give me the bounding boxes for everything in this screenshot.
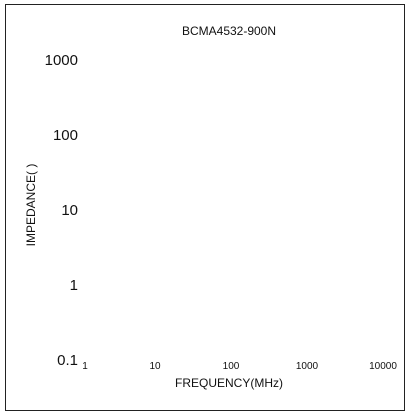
y-tick-label: 1000 bbox=[45, 52, 78, 69]
y-tick-label: 0.1 bbox=[57, 352, 78, 369]
x-tick-label: 1 bbox=[82, 361, 88, 372]
y-tick-label: 1 bbox=[70, 277, 78, 294]
x-tick-label: 10000 bbox=[369, 361, 397, 372]
x-tick-label: 100 bbox=[223, 361, 240, 372]
y-tick-labels: 0.1 1 10 100 1000 bbox=[45, 52, 78, 369]
y-tick-label: 100 bbox=[53, 127, 78, 144]
x-tick-labels: 1 10 100 1000 10000 bbox=[82, 361, 397, 372]
x-axis-label: FREQUENCY(MHz) bbox=[175, 376, 283, 390]
y-tick-label: 10 bbox=[61, 202, 78, 219]
x-tick-label: 1000 bbox=[296, 361, 319, 372]
chart-frame bbox=[5, 4, 405, 411]
x-tick-label: 10 bbox=[149, 361, 161, 372]
chart-title: BCMA4532-900N bbox=[182, 24, 276, 38]
y-axis-label: IMPEDANCE( ) bbox=[24, 164, 38, 247]
